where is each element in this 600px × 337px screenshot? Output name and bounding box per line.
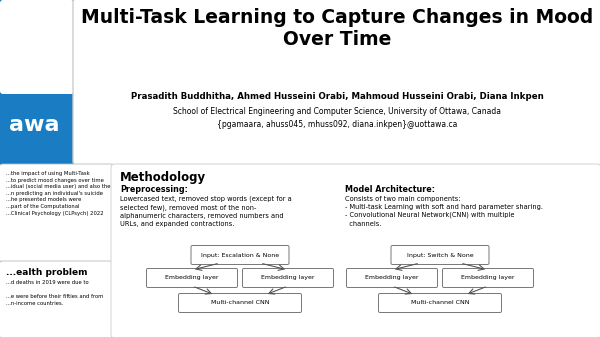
Text: ...the impact of using Multi-Task
...to predict mood changes over time
...idual : ...the impact of using Multi-Task ...to … <box>6 171 110 216</box>
FancyBboxPatch shape <box>0 261 115 337</box>
FancyBboxPatch shape <box>0 164 115 262</box>
Text: ...d deaths in 2019 were due to

...e were before their fifties and from
...n-in: ...d deaths in 2019 were due to ...e wer… <box>6 280 103 306</box>
FancyBboxPatch shape <box>242 269 334 287</box>
FancyBboxPatch shape <box>73 0 600 166</box>
Text: Multi-channel CNN: Multi-channel CNN <box>411 301 469 306</box>
Text: School of Electrical Engineering and Computer Science, University of Ottawa, Can: School of Electrical Engineering and Com… <box>173 107 501 116</box>
Text: Input: Switch & None: Input: Switch & None <box>407 252 473 257</box>
Text: Embedding layer: Embedding layer <box>165 276 219 280</box>
FancyBboxPatch shape <box>179 294 302 312</box>
Text: Embedding layer: Embedding layer <box>461 276 515 280</box>
Text: Methodology: Methodology <box>120 171 206 184</box>
FancyBboxPatch shape <box>379 294 502 312</box>
Text: Multi-channel CNN: Multi-channel CNN <box>211 301 269 306</box>
Text: Model Architecture:: Model Architecture: <box>345 185 435 194</box>
Text: awa: awa <box>9 115 59 135</box>
Text: Lowercased text, removed stop words (except for a
selected few), removed most of: Lowercased text, removed stop words (exc… <box>120 196 292 227</box>
FancyBboxPatch shape <box>0 0 74 94</box>
Text: Consists of two main components:
- Multi-task Learning with soft and hard parame: Consists of two main components: - Multi… <box>345 196 543 226</box>
FancyBboxPatch shape <box>146 269 238 287</box>
Text: Embedding layer: Embedding layer <box>365 276 419 280</box>
Text: {pgamaara, ahuss045, mhuss092, diana.inkpen}@uottawa.ca: {pgamaara, ahuss045, mhuss092, diana.ink… <box>217 120 457 129</box>
Text: Prasadith Buddhitha, Ahmed Husseini Orabi, Mahmoud Husseini Orabi, Diana Inkpen: Prasadith Buddhitha, Ahmed Husseini Orab… <box>131 92 544 101</box>
Text: Multi-Task Learning to Capture Changes in Mood
Over Time: Multi-Task Learning to Capture Changes i… <box>81 8 593 49</box>
FancyBboxPatch shape <box>443 269 533 287</box>
Text: ...ealth problem: ...ealth problem <box>6 268 88 277</box>
FancyBboxPatch shape <box>347 269 437 287</box>
Text: Input: Escalation & None: Input: Escalation & None <box>201 252 279 257</box>
Text: Embedding layer: Embedding layer <box>261 276 315 280</box>
Text: Preprocessing:: Preprocessing: <box>120 185 188 194</box>
FancyBboxPatch shape <box>111 164 600 337</box>
FancyBboxPatch shape <box>391 245 489 265</box>
FancyBboxPatch shape <box>191 245 289 265</box>
